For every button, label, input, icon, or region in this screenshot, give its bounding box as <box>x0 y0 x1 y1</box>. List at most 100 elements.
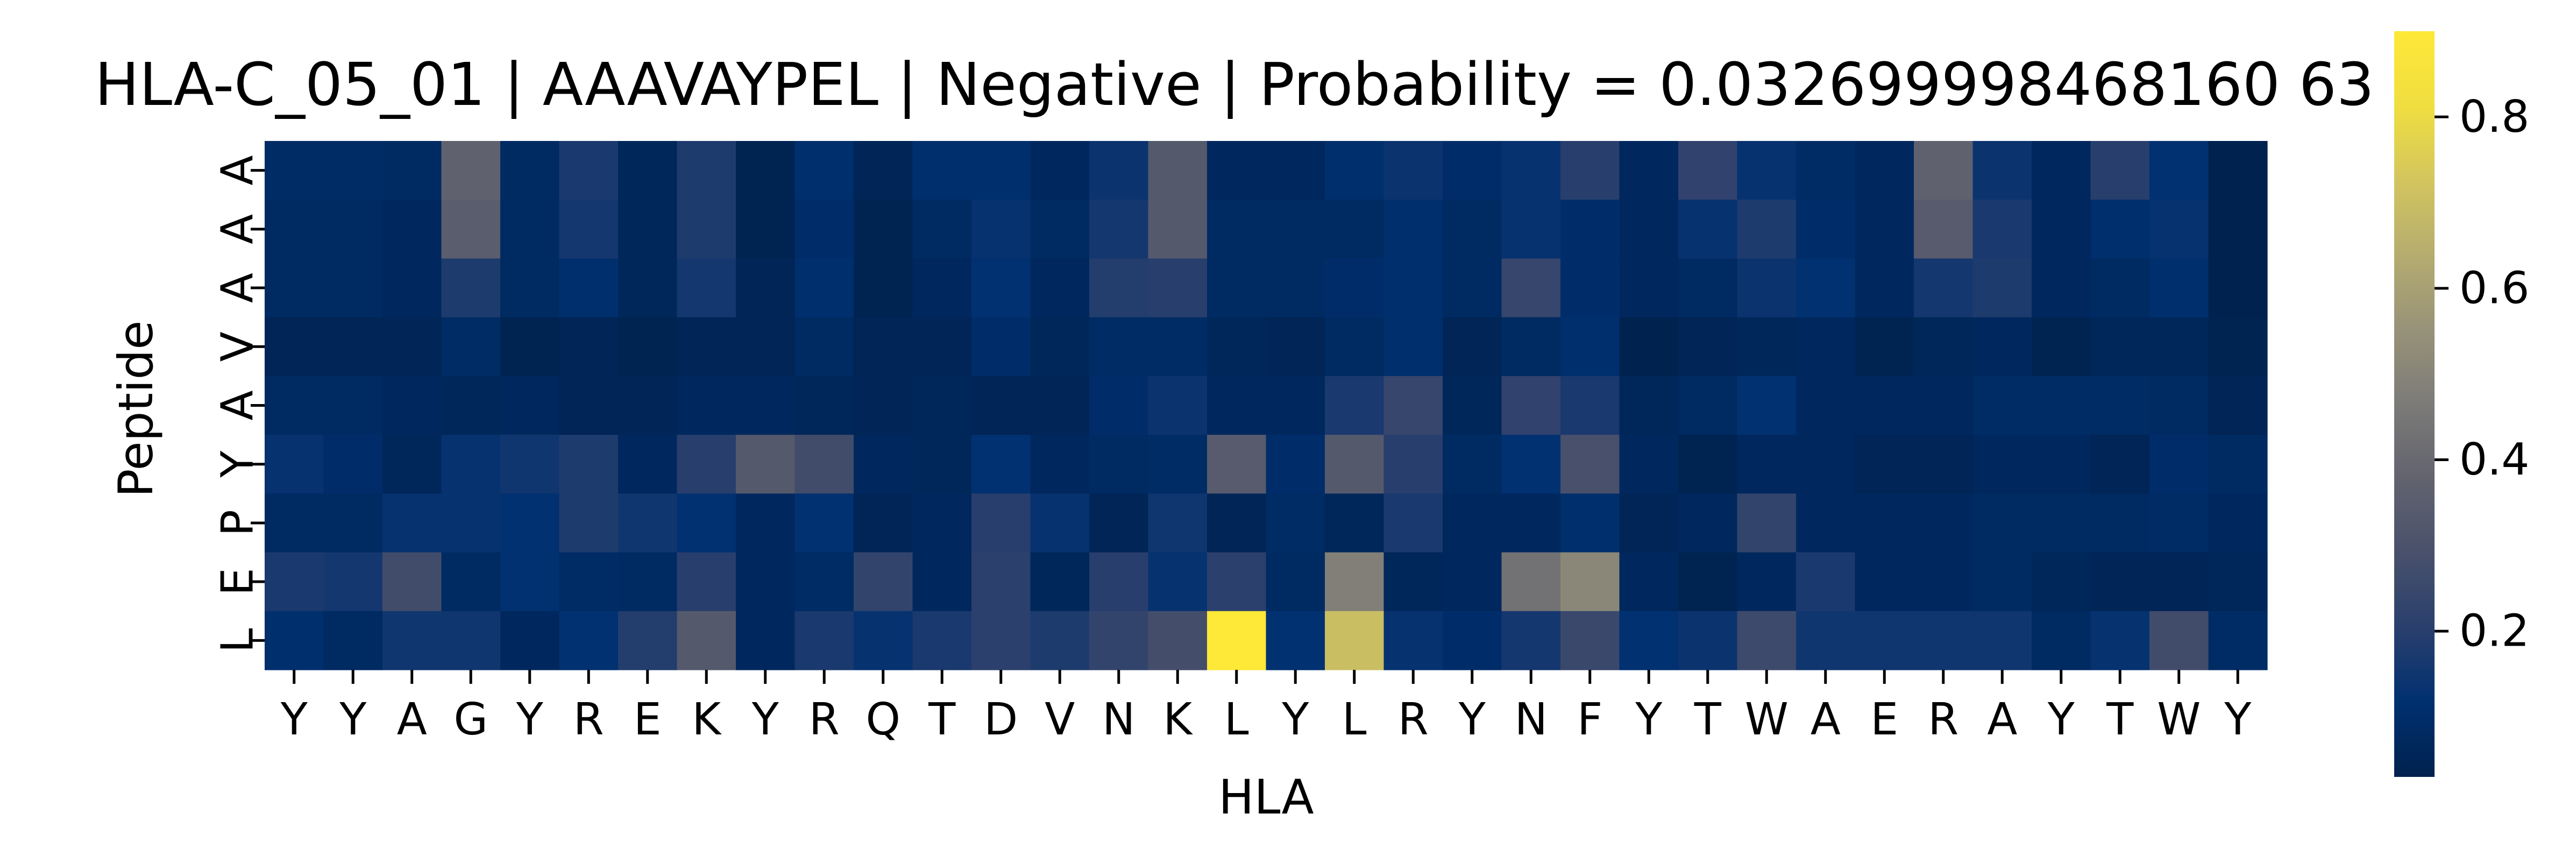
x-tick-label: R <box>1398 694 1429 745</box>
heatmap-cell <box>1089 493 1149 553</box>
x-tick-label: R <box>1928 694 1958 745</box>
x-tick-label: K <box>1163 694 1193 745</box>
heatmap-cell <box>1443 435 1502 494</box>
heatmap-cell <box>1030 376 1090 435</box>
x-tick-label: Y <box>751 694 779 745</box>
y-tick-label: A <box>212 214 264 244</box>
heatmap-cell <box>1619 493 1679 553</box>
heatmap-cell <box>323 141 383 200</box>
heatmap-cell <box>1914 258 1974 318</box>
x-tick-label: N <box>1515 694 1548 745</box>
heatmap-cell <box>2032 493 2091 553</box>
heatmap-cell <box>2149 200 2209 259</box>
heatmap-cell <box>1678 493 1738 553</box>
colorbar-tick-label: 0.6 <box>2459 263 2529 314</box>
heatmap-cell <box>2032 376 2091 435</box>
heatmap-cell <box>1737 493 1797 553</box>
heatmap-cell <box>736 317 796 377</box>
heatmap-cell <box>1030 493 1090 553</box>
heatmap-cell <box>912 200 972 259</box>
heatmap-cell <box>1678 258 1738 318</box>
heatmap-cell <box>1972 493 2032 553</box>
heatmap-cell <box>1972 611 2032 670</box>
heatmap-cell <box>323 258 383 318</box>
heatmap-cell <box>1560 611 1620 670</box>
heatmap-cell <box>2090 141 2150 200</box>
heatmap-cell <box>794 258 854 318</box>
heatmap-cell <box>1560 435 1620 494</box>
heatmap-cell <box>1207 141 1267 200</box>
heatmap-cell <box>2149 611 2209 670</box>
y-tick-label: A <box>212 155 264 186</box>
heatmap-cell <box>1678 435 1738 494</box>
heatmap-cell <box>1914 376 1974 435</box>
heatmap-cell <box>1796 258 1856 318</box>
heatmap-cell <box>854 493 913 553</box>
heatmap-cell <box>1619 435 1679 494</box>
x-tick-label: F <box>1577 694 1602 745</box>
heatmap-cell <box>1325 493 1385 553</box>
heatmap-cell <box>2090 435 2150 494</box>
heatmap-cell <box>2090 200 2150 259</box>
heatmap-cell <box>1560 258 1620 318</box>
heatmap-cell <box>265 317 324 377</box>
heatmap-cell <box>559 141 619 200</box>
heatmap-cell <box>382 317 442 377</box>
heatmap-cell <box>559 611 619 670</box>
heatmap-cell <box>854 200 913 259</box>
heatmap-cell <box>323 611 383 670</box>
heatmap-cell <box>323 493 383 553</box>
x-tick-label: Y <box>516 694 544 745</box>
heatmap-cell <box>1325 258 1385 318</box>
heatmap-cell <box>1619 317 1679 377</box>
heatmap-cell <box>382 552 442 612</box>
y-tick-label: A <box>212 390 264 420</box>
chart-title: HLA-C_05_01 | AAAVAYPEL | Negative | Pro… <box>95 50 2374 119</box>
heatmap-cell <box>441 376 501 435</box>
x-tick-label: A <box>1987 694 2017 745</box>
heatmap-cell <box>265 200 324 259</box>
heatmap-cell <box>323 435 383 494</box>
heatmap-cell <box>1325 141 1385 200</box>
colorbar <box>2394 31 2435 777</box>
x-tick-label: Y <box>1458 694 1486 745</box>
heatmap-cell <box>618 493 678 553</box>
heatmap-cell <box>382 141 442 200</box>
heatmap-cell <box>500 376 560 435</box>
x-axis-label: HLA <box>1218 769 1314 825</box>
heatmap-cell <box>1972 552 2032 612</box>
heatmap-cell <box>2032 258 2091 318</box>
colorbar-tick-label: 0.8 <box>2459 91 2529 143</box>
heatmap-cell <box>677 258 736 318</box>
heatmap-cell <box>1737 141 1797 200</box>
heatmap-cell <box>2090 611 2150 670</box>
heatmap-cell <box>1678 552 1738 612</box>
heatmap-cell <box>618 376 678 435</box>
heatmap-cell <box>736 376 796 435</box>
heatmap-cell <box>559 200 619 259</box>
heatmap-cell <box>500 317 560 377</box>
heatmap-cell <box>500 552 560 612</box>
x-tick-label: K <box>692 694 722 745</box>
heatmap-cell <box>912 435 972 494</box>
heatmap-cell <box>323 317 383 377</box>
heatmap-cell <box>1030 200 1090 259</box>
heatmap-cell <box>971 493 1031 553</box>
heatmap-cell <box>441 258 501 318</box>
heatmap-cell <box>559 258 619 318</box>
heatmap-cell <box>1089 435 1149 494</box>
heatmap-cell <box>1325 200 1385 259</box>
x-tick-label: V <box>1045 694 1075 745</box>
heatmap-cell <box>323 376 383 435</box>
heatmap-cell <box>854 258 913 318</box>
heatmap-cell <box>1501 258 1561 318</box>
heatmap-cell <box>1972 317 2032 377</box>
heatmap-cell <box>1207 493 1267 553</box>
heatmap-cell <box>500 435 560 494</box>
heatmap-cell <box>677 141 736 200</box>
heatmap-cell <box>1266 200 1325 259</box>
x-tick-label: G <box>453 694 488 745</box>
heatmap-cell <box>1207 552 1267 612</box>
